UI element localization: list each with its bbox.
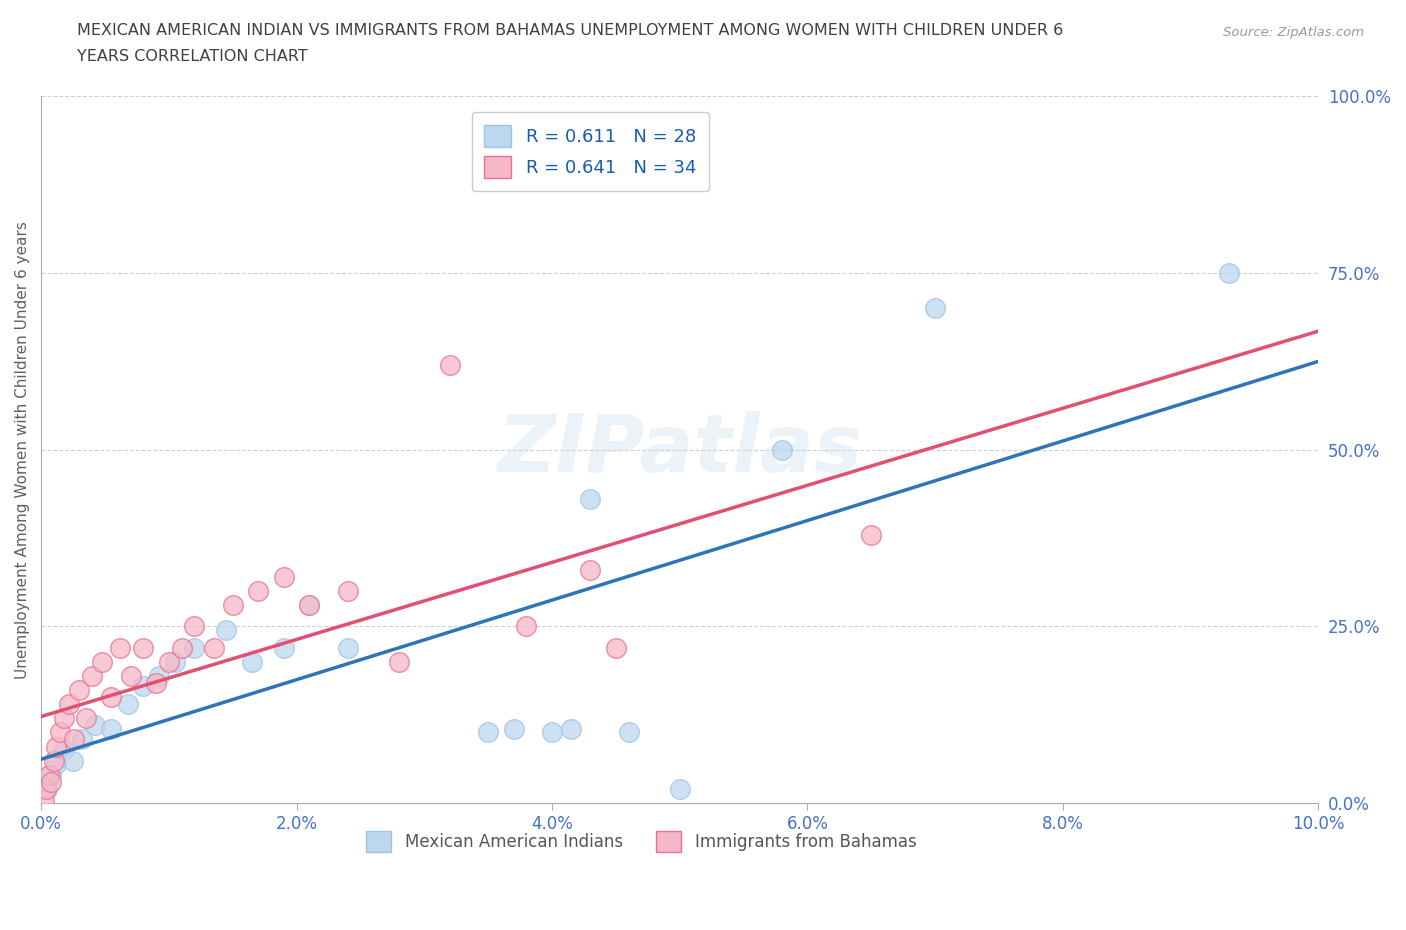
Point [91,655,114,670]
Point [617,725,640,740]
Point [336,640,359,655]
Point [605,640,627,655]
Point [100,690,122,705]
Point [860,527,883,542]
Point [221,598,243,613]
Point [560,722,582,737]
Point [170,640,193,655]
Point [668,781,690,796]
Point [924,301,946,316]
Point [183,619,205,634]
Point [388,655,411,670]
Point [298,598,321,613]
Point [110,640,132,655]
Point [45,739,67,754]
Point [49,725,72,740]
Point [145,675,167,690]
Point [70,732,93,747]
Point [41,775,63,790]
Text: ZIPatlas: ZIPatlas [498,411,862,489]
Point [117,697,139,711]
Point [32,792,55,807]
Point [35,781,58,796]
Point [240,655,263,670]
Point [541,725,564,740]
Point [273,569,295,584]
Point [183,640,205,655]
Point [53,711,76,725]
Point [298,598,321,613]
Point [202,640,225,655]
Point [132,679,155,694]
Point [82,669,104,684]
Point [42,753,65,768]
Point [247,584,270,599]
Point [62,753,84,768]
Point [157,655,180,670]
Point [439,357,461,372]
Point [37,781,59,796]
Point [770,443,793,458]
Point [579,492,602,507]
Point [165,655,187,670]
Point [75,711,97,725]
Point [336,584,359,599]
Point [515,619,537,634]
Point [502,722,524,737]
Point [38,767,60,782]
Point [579,563,602,578]
Point [132,640,155,655]
Legend: Mexican American Indians, Immigrants from Bahamas: Mexican American Indians, Immigrants fro… [360,825,922,858]
Point [100,722,122,737]
Point [53,743,76,758]
Text: MEXICAN AMERICAN INDIAN VS IMMIGRANTS FROM BAHAMAS UNEMPLOYMENT AMONG WOMEN WITH: MEXICAN AMERICAN INDIAN VS IMMIGRANTS FR… [77,23,1063,38]
Point [45,757,67,772]
Text: YEARS CORRELATION CHART: YEARS CORRELATION CHART [77,49,308,64]
Point [58,697,80,711]
Point [477,725,499,740]
Point [148,669,170,684]
Point [83,718,105,733]
Point [120,669,142,684]
Point [63,732,86,747]
Point [215,622,238,637]
Point [67,683,90,698]
Y-axis label: Unemployment Among Women with Children Under 6 years: Unemployment Among Women with Children U… [15,220,30,679]
Point [1218,266,1240,281]
Point [41,767,63,782]
Point [273,640,295,655]
Text: Source: ZipAtlas.com: Source: ZipAtlas.com [1223,26,1364,39]
